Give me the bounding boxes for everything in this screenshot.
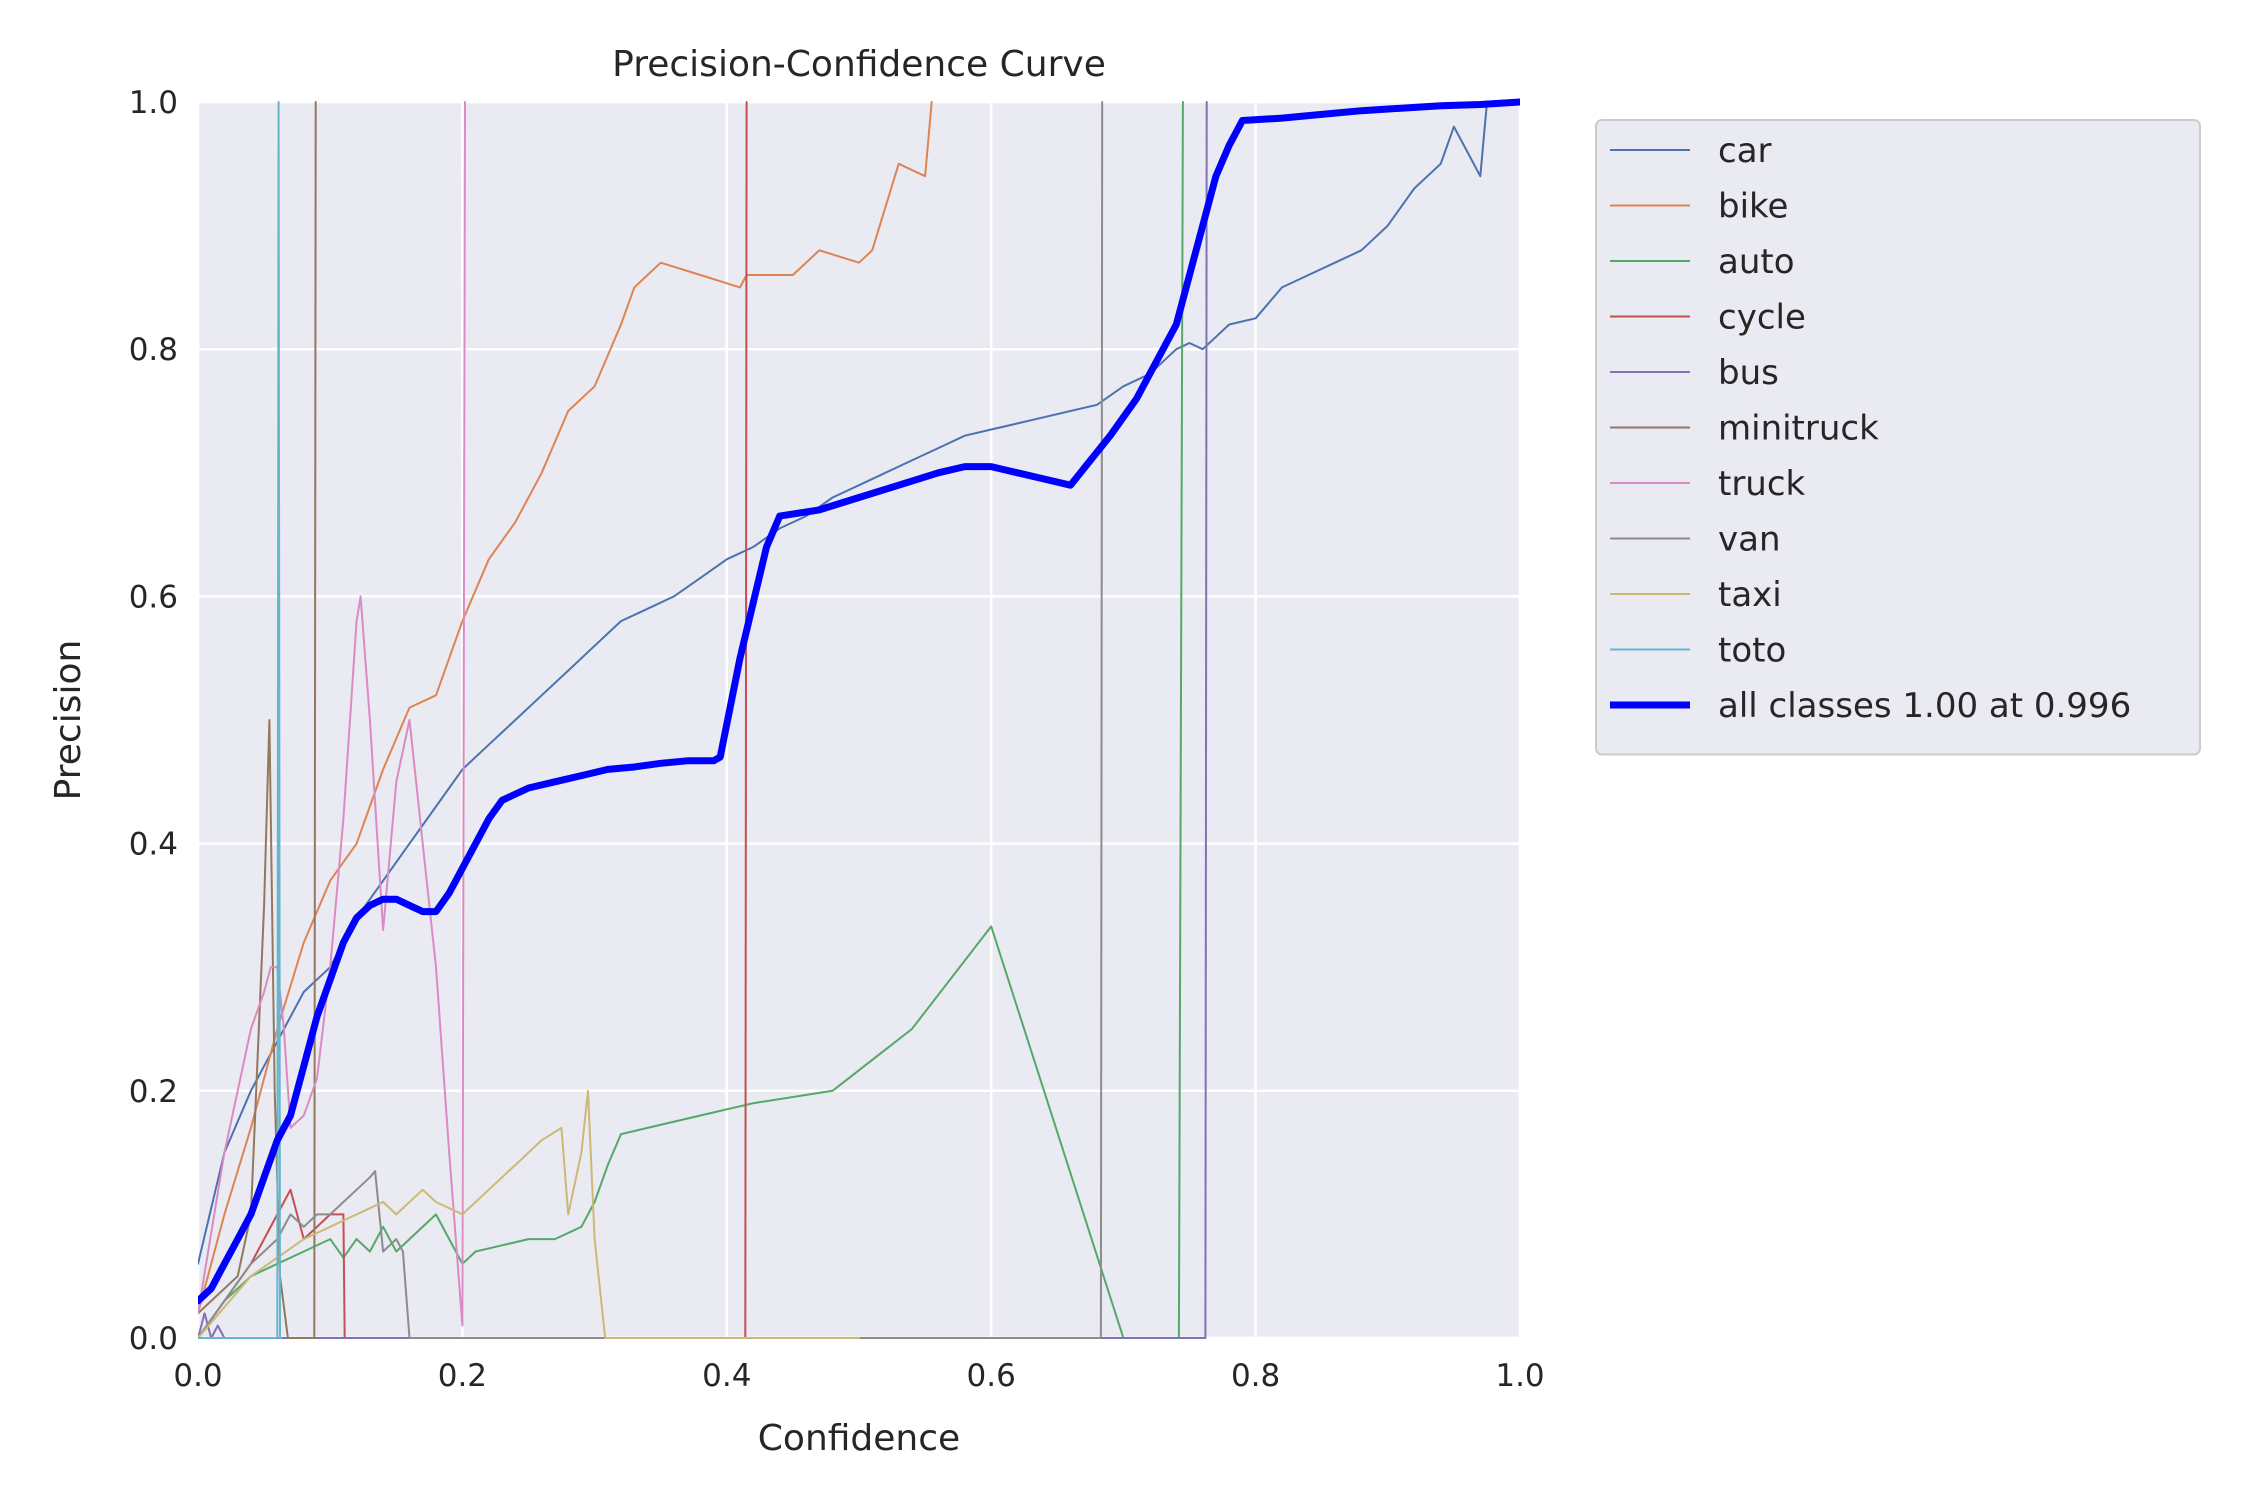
series-layer (198, 98, 1520, 1339)
series-line-all (198, 98, 1520, 1305)
legend: car bike auto cycle bus minitruck truck van taxi… (1595, 119, 2201, 756)
tick-labels: 0.0 0.2 0.4 0.6 0.8 1.0 0.0 0.2 0.4 0.6 0.8 1.0 (129, 85, 1545, 1394)
y-tick-label: 0.4 (129, 827, 178, 863)
y-tick-label: 0.8 (129, 332, 178, 368)
x-tick-label: 1.0 (1495, 1358, 1544, 1394)
x-tick-label: 0.2 (438, 1358, 487, 1394)
x-tick-label: 0.0 (173, 1358, 222, 1394)
series-line-car (198, 101, 1520, 1265)
chart-title: Precision-Confidence Curve (612, 44, 1106, 85)
legend-entry: van (1718, 520, 1781, 560)
legend-entry: bike (1718, 187, 1788, 227)
series-line-bike (198, 101, 933, 1315)
legend-entry: cycle (1718, 298, 1806, 338)
y-axis-label: Precision (48, 640, 89, 801)
legend-entry: truck (1718, 464, 1806, 504)
x-tick-label: 0.8 (1231, 1358, 1280, 1394)
legend-entry: bus (1718, 353, 1779, 393)
series-line-truck (198, 101, 466, 1327)
series-line-taxi (198, 1089, 860, 1339)
series-line-auto (198, 101, 1184, 1339)
legend-box (1595, 119, 2201, 756)
y-tick-label: 0.0 (129, 1321, 178, 1357)
x-axis-label: Confidence (758, 1418, 960, 1459)
legend-entry: car (1718, 131, 1772, 171)
y-tick-label: 0.6 (129, 579, 178, 615)
series-line-minitruck (198, 101, 317, 1339)
x-tick-label: 0.4 (702, 1358, 751, 1394)
legend-entry: toto (1718, 631, 1786, 671)
legend-entry: all classes 1.00 at 0.996 (1718, 686, 2131, 726)
y-tick-label: 1.0 (129, 85, 178, 121)
legend-entry: taxi (1718, 575, 1782, 615)
legend-entry: auto (1718, 242, 1795, 282)
series-line-toto (198, 101, 283, 1339)
y-tick-label: 0.2 (129, 1074, 178, 1110)
x-tick-label: 0.6 (967, 1358, 1016, 1394)
plot-area (198, 102, 1520, 1338)
legend-entry: minitruck (1718, 409, 1879, 449)
